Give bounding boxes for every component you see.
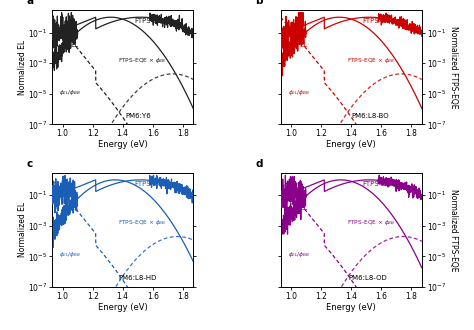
- Text: PM6:L8-HD: PM6:L8-HD: [118, 275, 157, 281]
- Y-axis label: Normalized FTPS-EQE: Normalized FTPS-EQE: [449, 188, 458, 271]
- Text: PM6:L8-OD: PM6:L8-OD: [348, 275, 387, 281]
- Text: PM6:Y6: PM6:Y6: [126, 113, 151, 119]
- X-axis label: Energy (eV): Energy (eV): [327, 303, 376, 312]
- Text: FTPS-EQE $\times$ $\phi_{BB}$: FTPS-EQE $\times$ $\phi_{BB}$: [347, 218, 395, 227]
- Text: b: b: [255, 0, 263, 7]
- Text: FTPS-EQE: FTPS-EQE: [134, 181, 167, 186]
- Text: FTPS-EQE: FTPS-EQE: [363, 181, 396, 186]
- Text: c: c: [27, 159, 33, 169]
- Text: FTPS-EQE: FTPS-EQE: [363, 18, 396, 24]
- Text: EL: EL: [71, 205, 79, 211]
- Y-axis label: Normalized FTPS-EQE: Normalized FTPS-EQE: [449, 26, 458, 109]
- Text: a: a: [27, 0, 34, 7]
- Text: $\phi_{EL}/\phi_{BB}$: $\phi_{EL}/\phi_{BB}$: [59, 250, 82, 259]
- Text: $\phi_{EL}/\phi_{BB}$: $\phi_{EL}/\phi_{BB}$: [59, 88, 82, 97]
- Y-axis label: Normalized EL: Normalized EL: [18, 40, 27, 95]
- Text: EL: EL: [299, 205, 307, 211]
- Text: d: d: [255, 159, 263, 169]
- Text: PM6:L8-BO: PM6:L8-BO: [351, 113, 389, 119]
- X-axis label: Energy (eV): Energy (eV): [98, 303, 147, 312]
- Text: FTPS-EQE: FTPS-EQE: [134, 18, 167, 24]
- Text: FTPS-EQE $\times$ $\phi_{BB}$: FTPS-EQE $\times$ $\phi_{BB}$: [347, 56, 395, 65]
- Text: $\phi_{EL}/\phi_{BB}$: $\phi_{EL}/\phi_{BB}$: [288, 250, 310, 259]
- Text: EL: EL: [71, 42, 79, 48]
- X-axis label: Energy (eV): Energy (eV): [98, 140, 147, 149]
- Text: FTPS-EQE $\times$ $\phi_{BB}$: FTPS-EQE $\times$ $\phi_{BB}$: [118, 56, 167, 65]
- X-axis label: Energy (eV): Energy (eV): [327, 140, 376, 149]
- Text: EL: EL: [299, 42, 307, 48]
- Y-axis label: Normalized EL: Normalized EL: [18, 202, 27, 257]
- Text: $\phi_{EL}/\phi_{BB}$: $\phi_{EL}/\phi_{BB}$: [288, 88, 310, 97]
- Text: FTPS-EQE $\times$ $\phi_{BB}$: FTPS-EQE $\times$ $\phi_{BB}$: [118, 218, 167, 227]
